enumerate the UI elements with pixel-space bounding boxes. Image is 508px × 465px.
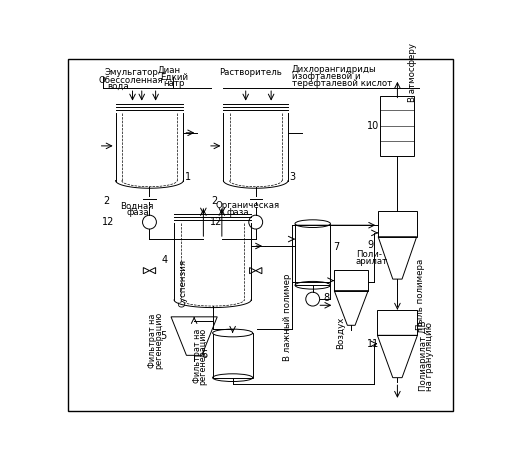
Text: 9: 9: [367, 240, 373, 250]
Text: 2: 2: [211, 196, 217, 206]
Circle shape: [143, 215, 156, 229]
Text: Эмульгатор: Эмульгатор: [105, 68, 158, 77]
Text: Полиарилат ДВ: Полиарилат ДВ: [419, 321, 428, 392]
Text: 6: 6: [202, 350, 208, 360]
Text: Дихлорангидриды: Дихлорангидриды: [292, 65, 376, 74]
Bar: [380, 96, 415, 156]
Bar: [295, 224, 330, 285]
Text: 5: 5: [160, 331, 167, 341]
Ellipse shape: [213, 329, 252, 337]
Text: 3: 3: [290, 173, 296, 182]
Text: фаза: фаза: [227, 207, 249, 217]
Text: 12: 12: [102, 217, 114, 227]
Text: изофталевой и: изофталевой и: [292, 72, 361, 81]
Text: Органическая: Органическая: [216, 201, 280, 211]
Text: 8: 8: [324, 292, 330, 303]
Text: на грануляцию: на грануляцию: [425, 322, 434, 391]
Text: натр: натр: [164, 79, 185, 88]
Text: 2: 2: [103, 196, 110, 206]
Text: Едкий: Едкий: [160, 73, 188, 82]
Text: Фильтрат на: Фильтрат на: [193, 329, 202, 383]
Text: Растворитель: Растворитель: [219, 68, 281, 77]
Text: Воздух: Воздух: [336, 317, 345, 349]
Text: 7: 7: [333, 242, 339, 252]
Bar: [377, 310, 418, 335]
Text: 11: 11: [367, 339, 379, 349]
Polygon shape: [249, 267, 256, 274]
Text: 1: 1: [185, 173, 191, 182]
Text: Водная: Водная: [120, 201, 153, 211]
Text: В атмосферу: В атмосферу: [408, 43, 417, 102]
Bar: [213, 333, 252, 378]
Circle shape: [249, 215, 263, 229]
Text: Обессоленная: Обессоленная: [99, 76, 163, 85]
Text: арилат: арилат: [356, 257, 388, 266]
Text: регенерацию: регенерацию: [154, 312, 163, 369]
Text: вода: вода: [107, 82, 129, 91]
Bar: [378, 211, 417, 237]
Text: Диан: Диан: [157, 65, 180, 74]
Polygon shape: [143, 267, 149, 274]
Text: Пыль полимера: Пыль полимера: [416, 259, 425, 330]
Bar: [334, 270, 368, 291]
Ellipse shape: [295, 220, 330, 227]
Text: регенерацию: регенерацию: [199, 327, 208, 385]
Text: фаза: фаза: [126, 207, 149, 217]
Polygon shape: [256, 267, 262, 274]
Text: Поли-: Поли-: [356, 250, 382, 259]
Text: В лажный полимер: В лажный полимер: [282, 274, 292, 361]
Polygon shape: [149, 267, 155, 274]
Text: 12: 12: [209, 217, 222, 227]
Text: Фильтрат на: Фильтрат на: [148, 313, 157, 368]
Text: 10: 10: [367, 121, 379, 131]
Text: 4: 4: [162, 255, 168, 265]
Circle shape: [306, 292, 320, 306]
Text: Суспензия: Суспензия: [179, 259, 188, 307]
Text: терефталевой кислот: терефталевой кислот: [292, 79, 392, 88]
